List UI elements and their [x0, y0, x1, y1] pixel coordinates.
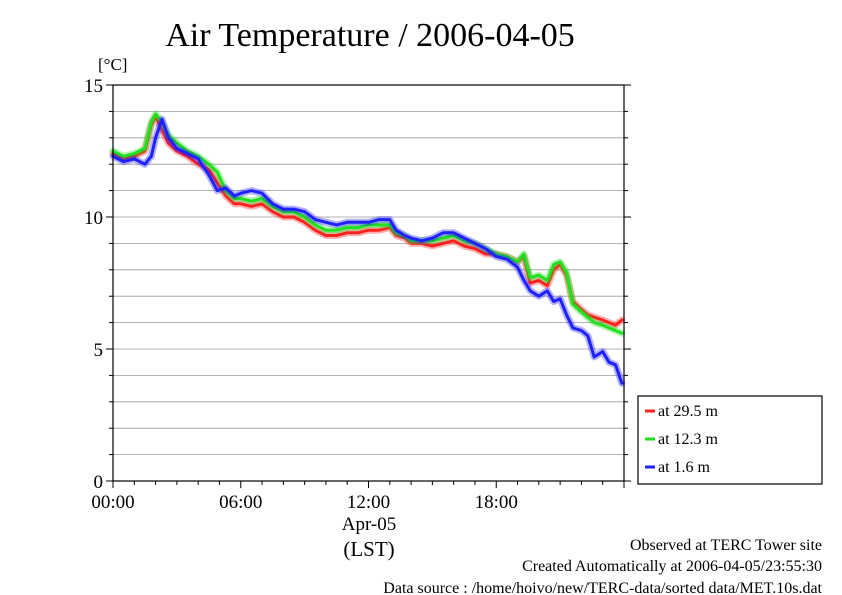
x-tick-label: 12:00 — [347, 492, 390, 513]
x-tick-label: 18:00 — [475, 492, 518, 513]
legend-label-3: at 1.6 m — [658, 459, 711, 476]
legend-label-1: at 29.5 m — [658, 403, 719, 420]
x-axis-label: (LST) — [343, 537, 394, 561]
air-temperature-chart: Air Temperature / 2006-04-05 [°C] 0 5 10 15… — [0, 0, 842, 595]
y-tick-label: 5 — [94, 340, 104, 361]
footer-source: Data source : /home/hoivo/new/TERC-data/… — [383, 580, 822, 595]
legend: at 29.5 m at 12.3 m at 1.6 m — [638, 396, 822, 484]
y-tick-label: 10 — [84, 208, 103, 229]
y-axis-unit: [°C] — [98, 55, 127, 74]
y-tick-label: 15 — [84, 76, 103, 97]
legend-label-2: at 12.3 m — [658, 431, 719, 448]
chart-title: Air Temperature / 2006-04-05 — [165, 17, 575, 54]
footer-observed: Observed at TERC Tower site — [630, 537, 822, 554]
x-date-label: Apr-05 — [342, 514, 397, 535]
x-tick-label: 00:00 — [91, 492, 134, 513]
x-axis: 00:00 06:00 12:00 18:00 — [91, 481, 624, 513]
x-tick-label: 06:00 — [219, 492, 262, 513]
series-lines — [113, 114, 622, 383]
y-tick-label: 0 — [94, 472, 104, 493]
footer-created: Created Automatically at 2006-04-05/23:5… — [522, 558, 822, 575]
